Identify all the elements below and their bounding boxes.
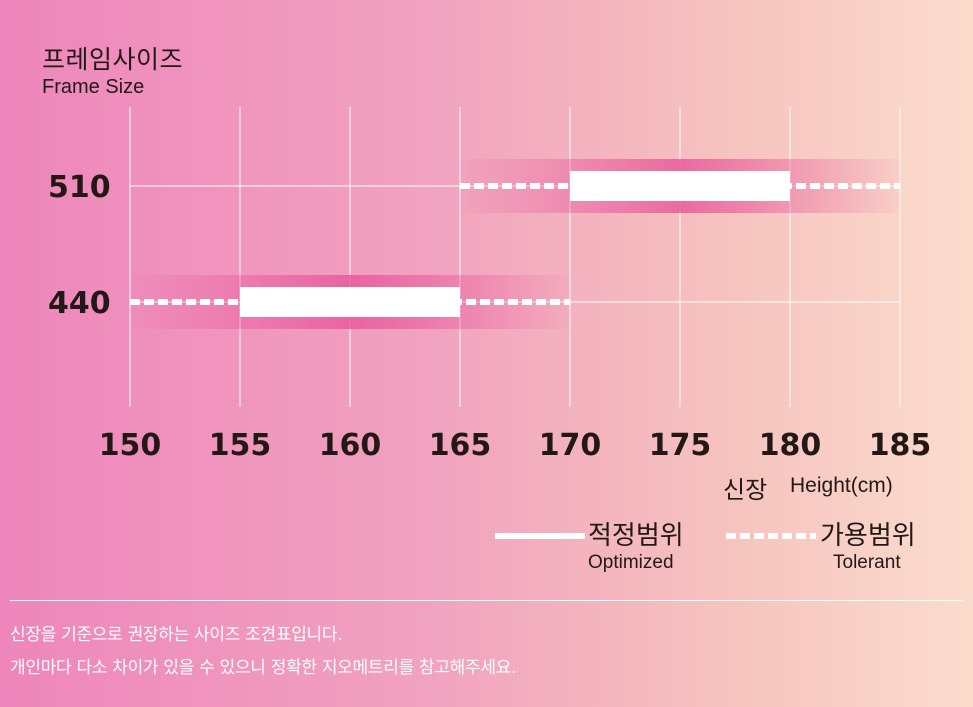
y-axis-title: 프레임사이즈 xyxy=(42,45,184,74)
optimized-range-bar xyxy=(570,171,790,201)
x-tick-label: 180 xyxy=(759,428,822,463)
note-line-1: 신장을 기준으로 권장하는 사이즈 조견표입니다. xyxy=(10,625,343,645)
y-axis-subtitle: Frame Size xyxy=(42,76,145,98)
note-line-2: 개인마다 다소 차이가 있을 수 있으니 정확한 지오메트리를 참고해주세요. xyxy=(10,658,517,678)
x-axis-title-ko: 신장 xyxy=(723,476,768,504)
x-tick-label: 175 xyxy=(649,428,712,463)
divider xyxy=(10,600,963,601)
x-tick-label: 150 xyxy=(99,428,162,463)
legend-tolerant-swatch xyxy=(726,533,816,539)
legend-optimized-swatch xyxy=(495,533,585,539)
y-tick-label: 510 xyxy=(48,170,111,205)
optimized-range-bar xyxy=(240,287,460,317)
legend-tolerant-title: 가용범위 xyxy=(820,521,916,551)
x-tick-label: 155 xyxy=(209,428,272,463)
x-tick-label: 170 xyxy=(539,428,602,463)
legend-optimized-title: 적정범위 xyxy=(588,521,684,551)
x-tick-label: 185 xyxy=(869,428,932,463)
x-tick-label: 160 xyxy=(319,428,382,463)
frame-size-chart: 150 155 160 165 170 175 180 185 510 440 xyxy=(48,159,932,463)
x-axis-title-en: Height(cm) xyxy=(790,474,893,497)
legend-tolerant-subtitle: Tolerant xyxy=(833,552,901,573)
legend-optimized-subtitle: Optimized xyxy=(588,552,674,573)
y-tick-label: 440 xyxy=(48,286,111,321)
x-tick-label: 165 xyxy=(429,428,492,463)
